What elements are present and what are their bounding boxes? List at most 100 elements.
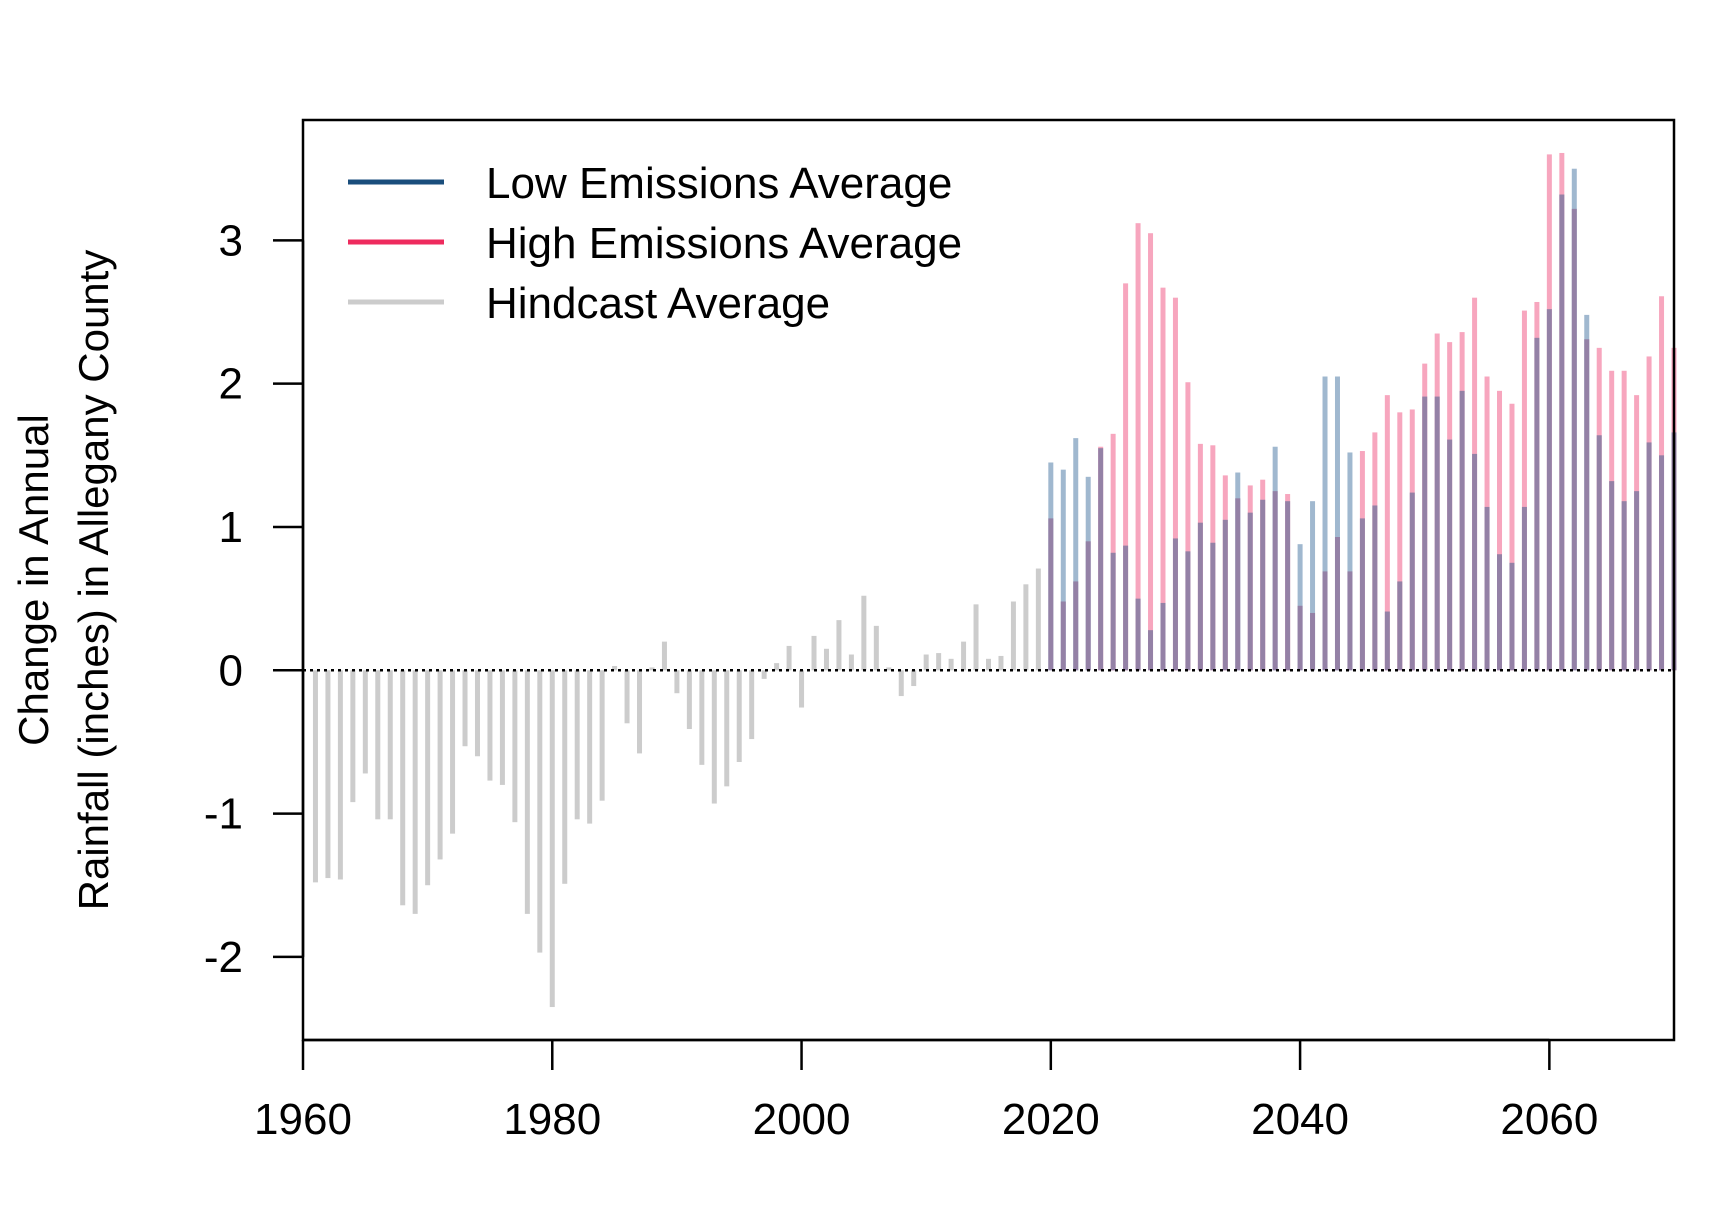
overlap-bar — [1135, 598, 1141, 671]
y-tick-label: -2 — [204, 933, 243, 982]
overlap-bar — [1447, 439, 1453, 671]
overlap-bar — [1497, 554, 1503, 671]
hindcast-bar — [587, 670, 593, 824]
high-emissions-bar — [1497, 390, 1503, 671]
overlap-bar — [1521, 506, 1527, 671]
high-emissions-bar — [1123, 283, 1129, 671]
hindcast-bar — [612, 665, 618, 671]
high-emissions-bar — [1110, 433, 1116, 671]
hindcast-bar — [312, 670, 318, 883]
overlap-bar — [1434, 396, 1440, 671]
hindcast-bar — [711, 670, 717, 804]
high-emissions-bar — [1172, 297, 1178, 671]
y-tick-label: 0 — [219, 646, 243, 695]
hindcast-bar — [699, 670, 705, 765]
x-tick-label: 2040 — [1251, 1095, 1349, 1144]
hindcast-bar — [599, 670, 605, 801]
hindcast-bar — [462, 670, 468, 747]
high-emissions-bar — [1521, 310, 1527, 671]
overlap-bar — [1546, 309, 1552, 671]
hindcast-bar — [986, 658, 991, 671]
overlap-bar — [1222, 519, 1228, 671]
hindcast-bar — [848, 654, 854, 671]
hindcast-bar — [337, 670, 343, 880]
overlap-bar — [1210, 542, 1216, 671]
hindcast-bar — [350, 670, 356, 803]
overlap-bar — [1297, 605, 1303, 671]
hindcast-bar — [998, 655, 1004, 671]
low-emissions-bar — [1347, 452, 1353, 671]
overlap-bar — [1260, 499, 1266, 671]
overlap-bar — [1060, 601, 1066, 671]
overlap-bar — [1272, 491, 1278, 671]
x-tick-label: 1960 — [254, 1095, 352, 1144]
overlap-bar — [1334, 537, 1340, 671]
overlap-bar — [1235, 498, 1241, 671]
hindcast-bar — [761, 670, 767, 679]
overlap-bar — [1422, 396, 1428, 671]
hindcast-bar — [624, 670, 630, 724]
hindcast-bar — [823, 648, 829, 671]
overlap-bar — [1534, 337, 1540, 671]
high-emissions-bar — [1397, 412, 1403, 671]
overlap-bar — [1048, 518, 1054, 671]
overlap-bar — [1584, 339, 1590, 671]
y-tick-label: -1 — [204, 790, 243, 839]
high-emissions-bar — [1135, 223, 1141, 671]
y-tick-label: 3 — [219, 216, 243, 265]
overlap-bar — [1621, 501, 1627, 671]
hindcast-bar — [450, 670, 456, 834]
hindcast-bar — [686, 670, 692, 730]
hindcast-bar — [474, 670, 480, 757]
hindcast-bar — [425, 670, 431, 886]
hindcast-bar — [861, 595, 867, 671]
overlap-bar — [1359, 518, 1365, 671]
overlap-bar — [1197, 522, 1203, 671]
overlap-bar — [1397, 581, 1403, 671]
y-tick-label: 2 — [219, 360, 243, 409]
hindcast-bar — [749, 670, 755, 740]
hindcast-bar — [674, 670, 680, 694]
hindcast-bar — [923, 654, 929, 671]
hindcast-bar — [387, 670, 393, 820]
x-tick-label: 2060 — [1500, 1095, 1598, 1144]
overlap-bar — [1634, 491, 1640, 671]
hindcast-bar — [836, 620, 842, 671]
hindcast-bar — [574, 670, 580, 820]
hindcast-bar — [1010, 601, 1016, 671]
y-tick-label: 1 — [219, 503, 243, 552]
overlap-bar — [1484, 506, 1490, 671]
hindcast-bar — [649, 667, 655, 671]
overlap-bar — [1609, 481, 1615, 671]
overlap-bar — [1185, 551, 1191, 671]
low-emissions-bar — [1310, 501, 1316, 671]
legend: Low Emissions Average High Emissions Ave… — [348, 159, 962, 328]
hindcast-bar — [961, 641, 967, 671]
low-emissions-bar — [1073, 438, 1079, 671]
hindcast-bar — [886, 667, 892, 671]
overlap-bar — [1322, 571, 1328, 671]
hindcast-bar — [724, 670, 730, 787]
high-emissions-bar — [1384, 395, 1390, 671]
hindcast-bar — [1023, 584, 1029, 671]
overlap-bar — [1098, 448, 1104, 671]
hindcast-bar — [898, 670, 904, 697]
bars-layer — [312, 152, 1677, 1008]
y-axis-label-line1: Change in Annual — [10, 414, 57, 746]
overlap-bar — [1509, 562, 1515, 671]
overlap-bar — [1646, 442, 1652, 671]
overlap-bar — [1073, 581, 1079, 671]
hindcast-bar — [362, 670, 368, 774]
overlap-bar — [1596, 435, 1602, 671]
overlap-bar — [1247, 512, 1253, 671]
overlap-bar — [1148, 630, 1154, 671]
high-emissions-bar — [1148, 233, 1154, 671]
hindcast-bar — [325, 670, 331, 879]
high-emissions-bar — [1509, 403, 1515, 671]
x-tick-label: 1980 — [503, 1095, 601, 1144]
hindcast-bar — [786, 645, 792, 671]
hindcast-bar — [936, 653, 942, 671]
y-axis: -2 -1 0 1 2 3 — [204, 216, 305, 982]
hindcast-bar — [499, 670, 505, 785]
hindcast-bar — [412, 670, 418, 914]
